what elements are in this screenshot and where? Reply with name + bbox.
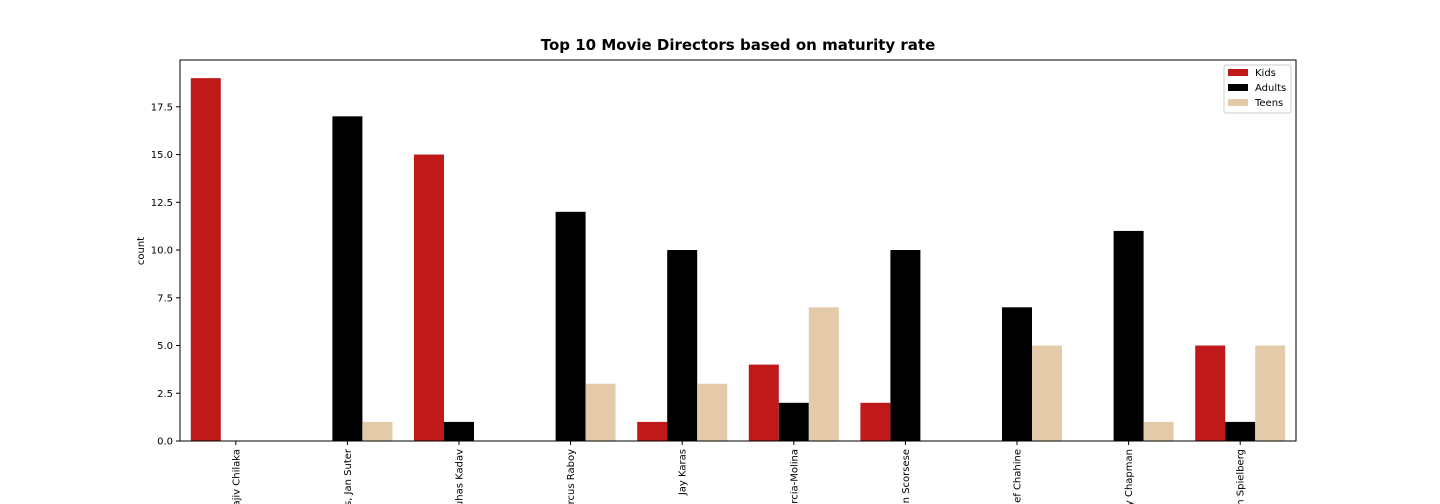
bar-adults-2	[444, 421, 474, 441]
bar-teens-9	[1255, 345, 1286, 441]
x-tick-label: y Chapman	[1124, 449, 1135, 504]
bar-adults-6	[890, 250, 921, 441]
bar-teens-7	[1032, 345, 1062, 441]
bar-adults-5	[778, 402, 809, 441]
bars-group	[190, 78, 1286, 442]
y-axis: 0.0 2.5 5.0 7.5 10.0 12.5 15.0 17.5	[151, 102, 180, 448]
bar-kids-9	[1195, 345, 1226, 441]
legend-swatch-teens	[1228, 99, 1248, 106]
bar-kids-5	[748, 364, 779, 441]
x-tick-label: Jay Karas	[678, 449, 689, 496]
bar-adults-9	[1225, 421, 1256, 441]
x-tick-label: uhas Kadav	[455, 449, 466, 504]
legend-label-teens: Teens	[1254, 98, 1283, 109]
y-tick-label: 15.0	[151, 150, 173, 161]
bar-teens-1	[362, 421, 393, 441]
y-axis-label: count	[136, 237, 147, 265]
bar-teens-4	[697, 383, 728, 441]
y-tick-label: 10.0	[151, 246, 173, 257]
x-tick-label: s, Jan Suter	[343, 448, 354, 504]
bar-adults-7	[1002, 307, 1032, 441]
legend-swatch-kids	[1228, 69, 1248, 76]
legend-label-adults: Adults	[1255, 83, 1286, 94]
bar-adults-3	[555, 211, 586, 441]
y-tick-label: 7.5	[157, 293, 173, 304]
x-tick-label: rcia-Molina	[789, 449, 800, 504]
bar-teens-3	[585, 383, 616, 441]
chart-title: Top 10 Movie Directors based on maturity…	[541, 36, 936, 54]
legend-label-kids: Kids	[1255, 68, 1276, 79]
x-tick-label: n Scorsese	[901, 449, 912, 503]
bar-kids-4	[637, 421, 668, 441]
bar-kids-6	[860, 402, 891, 441]
bar-teens-5	[808, 307, 839, 441]
y-tick-label: 2.5	[157, 389, 173, 400]
bar-kids-0	[190, 78, 221, 442]
bar-adults-1	[332, 116, 363, 441]
bar-adults-8	[1113, 230, 1144, 441]
bar-teens-8	[1143, 421, 1174, 441]
plot-frame	[179, 59, 1297, 442]
x-tick-label: ef Chahine	[1013, 449, 1024, 503]
y-tick-label: 0.0	[157, 437, 173, 448]
bar-adults-4	[667, 250, 698, 441]
legend: Kids Adults Teens	[1223, 64, 1292, 114]
y-tick-label: 17.5	[151, 102, 173, 113]
x-axis: ajiv Chilaka s, Jan Suter uhas Kadav rcus R…	[231, 441, 1247, 504]
legend-swatch-adults	[1228, 84, 1248, 91]
y-tick-label: 5.0	[157, 341, 173, 352]
x-tick-label: ajiv Chilaka	[231, 449, 242, 504]
x-tick-label: rcus Raboy	[566, 449, 577, 504]
x-tick-label: n Spielberg	[1236, 449, 1247, 504]
bar-kids-2	[414, 154, 444, 442]
y-tick-label: 12.5	[151, 198, 173, 209]
